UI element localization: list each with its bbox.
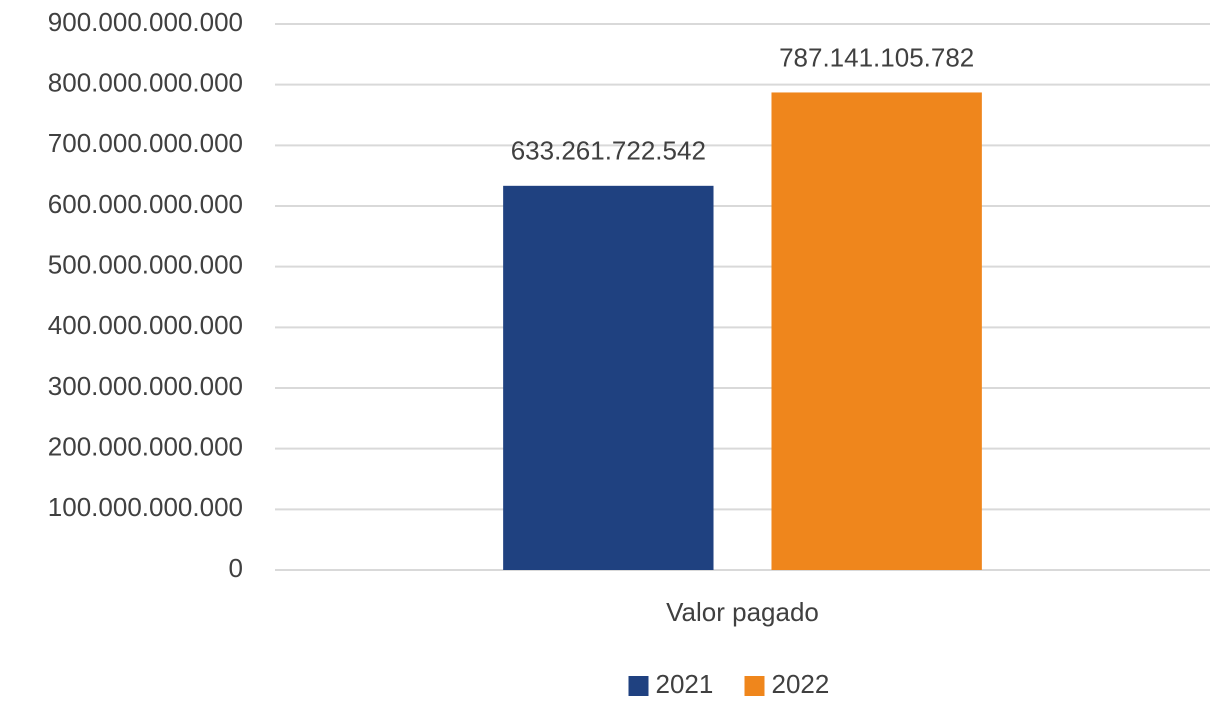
legend-label: 2022: [772, 669, 830, 699]
y-tick-label: 500.000.000.000: [48, 250, 243, 280]
y-tick-label: 200.000.000.000: [48, 432, 243, 462]
y-tick-label: 300.000.000.000: [48, 371, 243, 401]
legend-swatch: [628, 676, 649, 696]
y-tick-label: 700.000.000.000: [48, 128, 243, 158]
data-label: 633.261.722.542: [511, 136, 706, 166]
x-tick-label: Valor pagado: [666, 597, 819, 627]
y-tick-label: 900.000.000.000: [48, 7, 243, 37]
bar: [503, 185, 714, 570]
legend-label: 2021: [656, 669, 714, 699]
y-tick-label: 400.000.000.000: [48, 310, 243, 340]
bar: [771, 92, 982, 571]
legend-swatch: [744, 676, 765, 696]
data-label: 787.141.105.782: [779, 42, 974, 72]
y-tick-label: 0: [229, 553, 243, 583]
y-tick-label: 800.000.000.000: [48, 68, 243, 98]
y-tick-label: 100.000.000.000: [48, 492, 243, 522]
y-tick-label: 600.000.000.000: [48, 189, 243, 219]
